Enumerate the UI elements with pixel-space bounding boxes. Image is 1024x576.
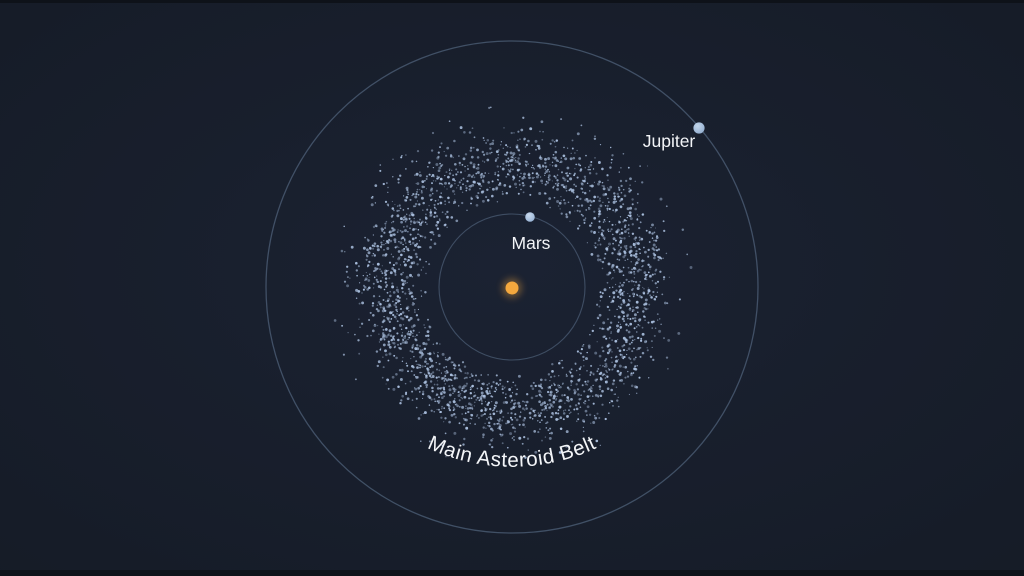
letterbox-bottom bbox=[0, 570, 1024, 576]
mars-label: Mars bbox=[512, 233, 551, 253]
mars-planet-dot bbox=[525, 212, 535, 222]
mars-orbit-ring bbox=[438, 213, 586, 361]
sun bbox=[505, 281, 519, 295]
jupiter-orbit-ring bbox=[265, 40, 759, 534]
jupiter-label: Jupiter bbox=[643, 131, 696, 151]
letterbox-top bbox=[0, 0, 1024, 3]
jupiter-planet-dot bbox=[693, 122, 705, 134]
asteroid-belt bbox=[333, 106, 693, 466]
